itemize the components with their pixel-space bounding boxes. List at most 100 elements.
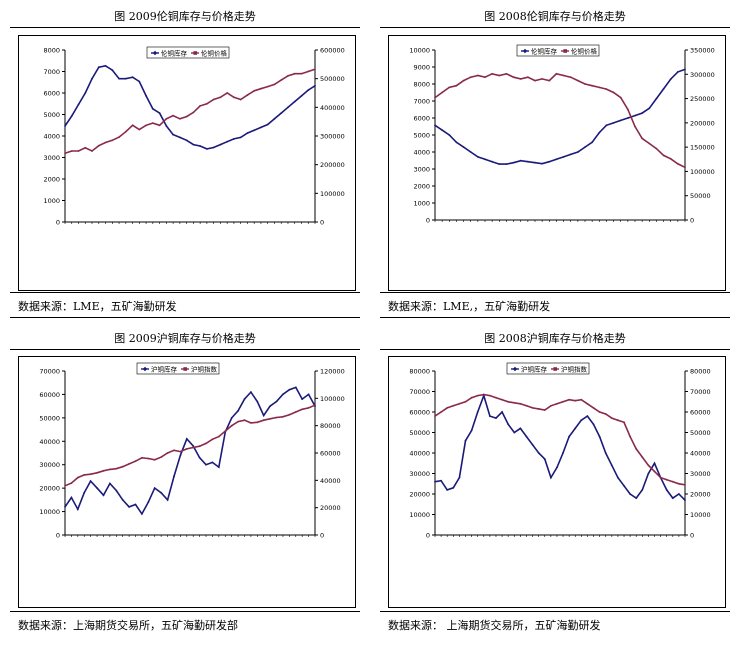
series-0-point: [243, 398, 246, 400]
panel-3-source: 数据来源：上海期货交易所，五矿海勤研发部: [18, 619, 238, 632]
series-1-point: [519, 402, 522, 405]
series-0-point: [128, 506, 130, 508]
series-0-point: [505, 163, 508, 165]
series-1-point: [192, 111, 195, 114]
series-0-point: [605, 124, 608, 127]
series-0-point: [124, 77, 127, 80]
series-1-point: [501, 398, 503, 401]
series-1-point: [534, 79, 536, 82]
y-right-tick-label: 120000: [320, 368, 345, 376]
series-1-point: [569, 76, 572, 79]
series-0-point: [147, 501, 150, 504]
series-0-point: [300, 95, 303, 97]
series-1-point: [495, 396, 497, 399]
y-left-tick-label: 6000: [413, 115, 430, 123]
series-0-point: [275, 400, 278, 403]
series-1-point: [612, 91, 615, 94]
series-1-point: [294, 411, 297, 413]
series-1-point: [205, 442, 207, 445]
series-1-point: [470, 396, 473, 399]
series-1-point: [586, 402, 589, 405]
y-right-tick-label: 20000: [690, 491, 711, 499]
series-1-point: [219, 96, 222, 99]
series-0-point: [580, 419, 583, 422]
chart-2-svg: 0 1000 2000 3000 4000 5000 6000 7000 8000 9000 100…: [409, 44, 715, 225]
series-1-point: [76, 476, 79, 479]
chart-2: 0 1000 2000 3000 4000 5000 6000 7000 8000 9000 100…: [388, 35, 726, 291]
legend-label: 伦铜价格: [201, 48, 228, 57]
chart-4-svg: 0 10000 20000 30000 40000 50000 60000 70000 8000…: [409, 362, 711, 540]
y-right-tick-label: 300000: [690, 71, 715, 79]
series-0-point: [219, 143, 222, 146]
chart-1-svg: 0 1000 2000 3000 4000 5000 6000 7000 8000 0 100000…: [43, 46, 345, 227]
y-left-tick-label: 40000: [39, 438, 60, 446]
series-1-point: [491, 72, 493, 75]
series-0-point: [507, 423, 510, 426]
series-1-point: [462, 79, 465, 82]
series-0-point: [527, 160, 529, 163]
series-line-0: [434, 68, 686, 165]
series-1-point: [246, 94, 249, 96]
series-1-point: [629, 435, 631, 438]
legend: 沪铜库存 沪铜指数: [506, 362, 590, 375]
series-0-point: [653, 462, 656, 465]
series-1-point: [192, 446, 195, 449]
series-1-point: [158, 124, 161, 127]
series-0-point: [548, 160, 551, 163]
y-right-tick-label: 60000: [320, 450, 341, 458]
series-1-point: [677, 163, 679, 165]
series-1-point: [627, 108, 629, 111]
y-right-tick-label: 50000: [690, 429, 711, 437]
series-1-point: [531, 407, 534, 409]
series-1-point: [166, 452, 169, 454]
series-0-point: [441, 129, 443, 131]
series-1-point: [307, 407, 310, 409]
series-line-1: [64, 404, 316, 487]
series-0-point: [145, 95, 147, 97]
legend-box: [146, 46, 230, 59]
legend-marker-diamond: [152, 50, 158, 56]
series-1-point: [121, 465, 124, 468]
series-0-point: [280, 112, 283, 114]
y-right-tick-label: 100000: [320, 190, 345, 198]
series-0-point: [84, 92, 87, 94]
series-1-point: [179, 450, 182, 453]
series-1-point: [482, 393, 485, 396]
series-1-point: [239, 98, 242, 101]
series-0-point: [115, 489, 118, 492]
series-0-point: [173, 475, 175, 478]
series-1-point: [89, 473, 92, 476]
panel-1-top-rule: [10, 27, 360, 28]
series-1-point: [527, 76, 529, 79]
series-0-point: [671, 497, 674, 499]
series-1-point: [476, 394, 479, 397]
y-right-tick-label: 30000: [690, 470, 711, 478]
series-0-point: [469, 151, 472, 153]
series-1-point: [70, 150, 73, 152]
legend-marker-square: [193, 51, 197, 55]
series-0-point: [237, 409, 240, 412]
series-0-point: [211, 461, 214, 464]
series-0-point: [519, 427, 522, 430]
series-1-point: [441, 91, 443, 94]
series-0-point: [246, 132, 249, 134]
legend-box: [136, 362, 220, 375]
series-0-point: [512, 161, 515, 164]
series-1-point: [580, 398, 583, 401]
series-0-point: [206, 148, 208, 150]
series-0-point: [610, 464, 613, 467]
legend-label: 伦铜价格: [571, 46, 598, 55]
series-0-point: [307, 393, 310, 396]
series-1-point: [562, 74, 565, 77]
series-0-point: [495, 417, 497, 419]
series-1-point: [97, 144, 100, 147]
series-1-point: [70, 482, 73, 484]
y-right-tick-label: 200000: [320, 161, 345, 169]
series-0-point: [70, 496, 73, 499]
series-1-point: [469, 76, 472, 79]
series-1-point: [498, 74, 501, 77]
series-0-point: [647, 472, 650, 475]
series-0-point: [83, 491, 86, 494]
y-right-tick-label: 40000: [320, 477, 341, 485]
series-1-point: [584, 83, 586, 85]
